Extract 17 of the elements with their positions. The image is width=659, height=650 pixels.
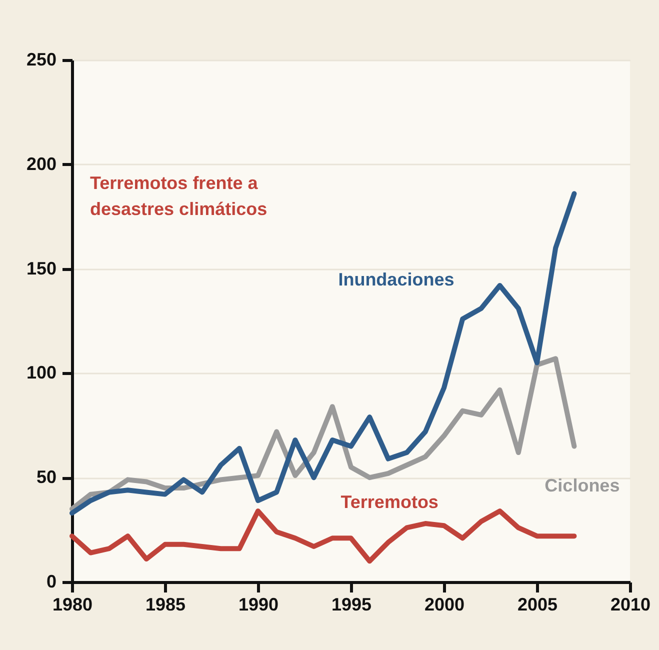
x-tick-label: 1990 bbox=[238, 594, 279, 614]
text: Terremotos frente a desastres climáticos bbox=[90, 173, 268, 219]
series-label: Inundaciones bbox=[338, 269, 454, 290]
x-tick-label: 2000 bbox=[424, 594, 465, 614]
x-tick-label: 1995 bbox=[331, 594, 372, 614]
x-tick-label: 1985 bbox=[145, 594, 186, 614]
y-tick-label: 150 bbox=[26, 258, 56, 278]
y-tick-label: 100 bbox=[26, 362, 56, 383]
x-tick-label: 2010 bbox=[610, 594, 651, 614]
y-tick-label: 50 bbox=[36, 467, 56, 488]
y-tick-label: 250 bbox=[26, 50, 56, 70]
series-label: Terremotos bbox=[340, 492, 438, 512]
y-tick-label: 0 bbox=[46, 572, 56, 592]
x-tick-label: 1980 bbox=[52, 594, 93, 614]
series-label: Ciclones bbox=[544, 475, 620, 496]
x-tick-label: 2005 bbox=[517, 594, 558, 614]
y-tick-label: 200 bbox=[26, 154, 56, 174]
